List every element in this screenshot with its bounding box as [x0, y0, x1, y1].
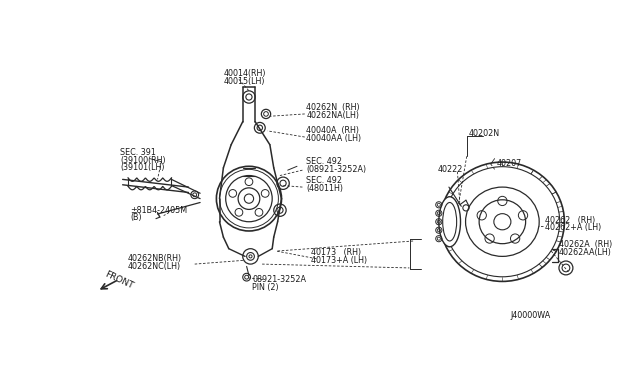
Text: SEC. 492: SEC. 492	[307, 157, 342, 166]
Text: 40262NC(LH): 40262NC(LH)	[128, 262, 181, 271]
Ellipse shape	[443, 202, 457, 241]
Text: 40262N  (RH): 40262N (RH)	[307, 103, 360, 112]
Text: SEC. 492: SEC. 492	[307, 176, 342, 185]
Text: 40207: 40207	[497, 160, 522, 169]
Text: 08921-3252A: 08921-3252A	[252, 275, 306, 284]
Ellipse shape	[494, 214, 511, 230]
Text: 40262A  (RH): 40262A (RH)	[559, 240, 612, 249]
Text: 40262NA(LH): 40262NA(LH)	[307, 111, 359, 120]
Text: 40015(LH): 40015(LH)	[223, 77, 265, 86]
Ellipse shape	[479, 200, 525, 244]
Text: 40173   (RH): 40173 (RH)	[311, 248, 361, 257]
Text: 40173+A (LH): 40173+A (LH)	[311, 256, 367, 265]
Text: 40040A  (RH): 40040A (RH)	[307, 126, 359, 135]
Text: (39100(RH): (39100(RH)	[120, 155, 166, 165]
Text: FRONT: FRONT	[103, 270, 134, 291]
Text: 40014(RH): 40014(RH)	[223, 70, 266, 78]
Text: 40262AA(LH): 40262AA(LH)	[559, 248, 612, 257]
Text: 40040AA (LH): 40040AA (LH)	[307, 134, 362, 143]
Ellipse shape	[440, 162, 564, 281]
Text: (08921-3252A): (08921-3252A)	[307, 165, 367, 174]
Text: (39101(LH): (39101(LH)	[120, 163, 165, 172]
Text: (48011H): (48011H)	[307, 184, 343, 193]
Text: 40222: 40222	[438, 165, 463, 174]
Ellipse shape	[465, 187, 539, 256]
Text: PIN (2): PIN (2)	[252, 283, 278, 292]
Ellipse shape	[445, 167, 560, 277]
Text: 40262NB(RH): 40262NB(RH)	[128, 254, 182, 263]
Text: 40262+A (LH): 40262+A (LH)	[545, 224, 601, 232]
Text: SEC. 391: SEC. 391	[120, 148, 156, 157]
Text: (B): (B)	[131, 214, 142, 222]
Text: 40202N: 40202N	[469, 129, 500, 138]
Text: 40262   (RH): 40262 (RH)	[545, 216, 595, 225]
Ellipse shape	[439, 197, 461, 247]
Text: J40000WA: J40000WA	[510, 311, 550, 320]
Text: ±81B4-2405M: ±81B4-2405M	[131, 206, 188, 215]
